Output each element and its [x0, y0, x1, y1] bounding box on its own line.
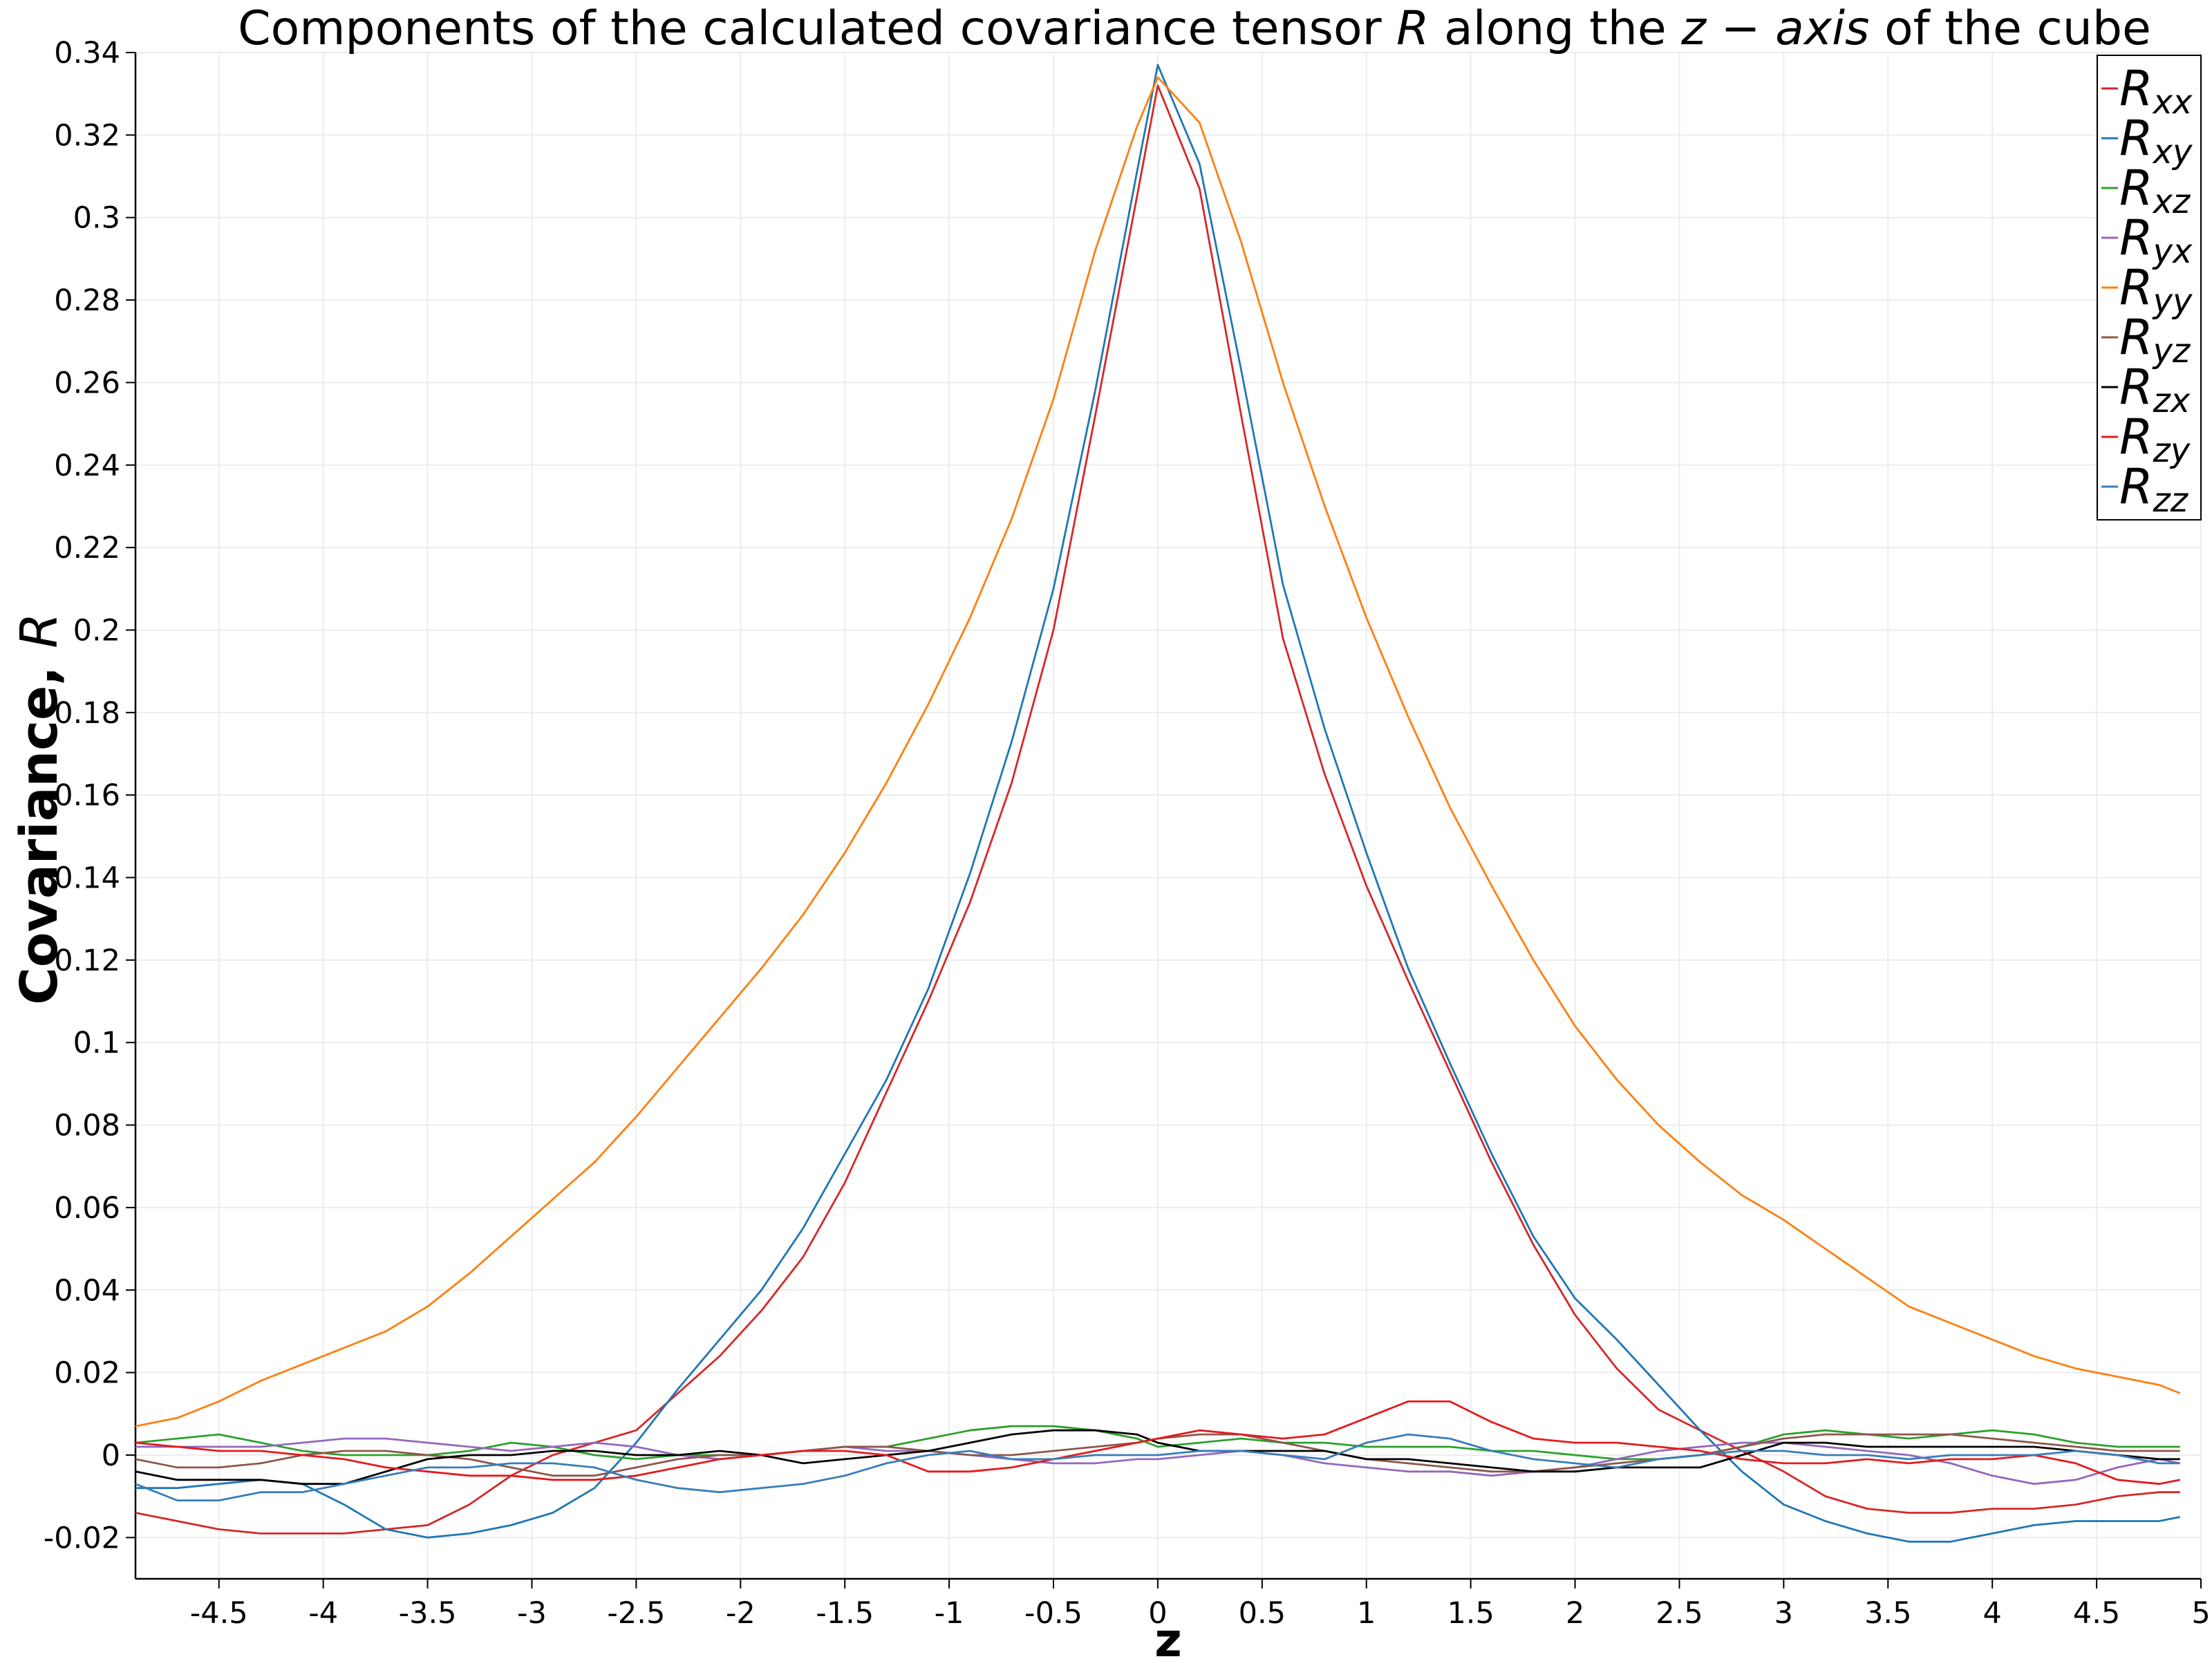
plot-area	[135, 64, 2181, 1543]
x-tick-label: 3	[1774, 1596, 1793, 1631]
legend-entry-subscript: zy	[2153, 431, 2191, 470]
x-tick-label: -3.5	[399, 1596, 457, 1631]
x-tick-label: -1.5	[816, 1596, 874, 1631]
legend-entry-Rzz: Rzz	[2119, 458, 2189, 520]
y-tick-label: 0.24	[54, 449, 120, 483]
x-tick-label: -4.5	[190, 1596, 248, 1631]
chart-title-symbol: R	[1396, 1, 1429, 56]
y-tick-label: 0.06	[54, 1191, 120, 1226]
series-line-Rzx	[135, 1429, 2180, 1485]
series-line-Rxy	[135, 64, 2181, 1543]
chart-title: Components of the calculated covariance …	[238, 1, 2151, 56]
chart-title-mid: along the	[1429, 1, 1681, 56]
y-tick-label: 0.28	[54, 283, 120, 318]
y-axis-label-text: Covariance,	[10, 648, 69, 1005]
y-tick-label: 0.32	[54, 118, 120, 153]
x-tick-label: 1.5	[1447, 1596, 1494, 1631]
x-tick-label: 3.5	[1864, 1596, 1911, 1631]
legend-entry-Ryz: Ryz	[2119, 309, 2191, 371]
series-line-Rxx	[135, 84, 2180, 1535]
x-tick-label: 4.5	[2073, 1596, 2120, 1631]
legend-entry-subscript: xx	[2152, 83, 2193, 122]
x-tick-label: -0.5	[1024, 1596, 1082, 1631]
x-tick-label: 2.5	[1656, 1596, 1703, 1631]
axes	[126, 52, 2202, 1588]
y-axis-label-symbol: R	[10, 612, 69, 648]
x-tick-label: -2.5	[607, 1596, 665, 1631]
series-line-Ryy	[135, 76, 2181, 1427]
y-tick-label: 0.26	[54, 366, 120, 400]
x-tick-label: -2	[726, 1596, 756, 1631]
x-tick-label: -3	[517, 1596, 547, 1631]
chart-title-end: of the cube	[1869, 1, 2150, 56]
legend-entry-subscript: yy	[2152, 282, 2193, 321]
y-tick-label: 0.02	[54, 1356, 120, 1391]
x-tick-label: 4	[1983, 1596, 2002, 1631]
y-tick-label: 0.2	[73, 613, 120, 648]
x-axis-label: z	[1154, 1613, 1182, 1659]
y-tick-label: 0.08	[54, 1109, 120, 1143]
legend-entry-subscript: yx	[2152, 232, 2193, 271]
legend-entry-Rxx: Rxx	[2119, 60, 2193, 122]
legend-entry-subscript: yz	[2152, 332, 2191, 371]
y-tick-label: 0.14	[54, 861, 120, 896]
legend-entry-Ryy: Ryy	[2119, 259, 2193, 321]
legend-entry-Rxz: Rxz	[2119, 160, 2191, 221]
x-tick-label: 1	[1357, 1596, 1376, 1631]
y-tick-label: 0.3	[73, 201, 120, 236]
y-tick-label: 0.22	[54, 531, 120, 565]
x-tick-label: -1	[935, 1596, 964, 1631]
legend-entry-Rzy: Rzy	[2119, 409, 2191, 470]
series-line-Rzz	[135, 1433, 2180, 1502]
y-tick-label: 0.16	[54, 778, 120, 813]
legend-entry-subscript: xy	[2152, 133, 2193, 171]
x-tick-label: 0.5	[1239, 1596, 1286, 1631]
legend-entry-subscript: zx	[2153, 382, 2191, 420]
x-tick-label: 2	[1566, 1596, 1584, 1631]
legend-entry-Ryx: Ryx	[2119, 209, 2193, 271]
x-tick-label: -4	[308, 1596, 338, 1631]
y-axis-label: Covariance, R	[10, 612, 69, 1004]
y-tick-label: 0.34	[54, 36, 120, 71]
legend-entry-Rzx: Rzx	[2119, 359, 2191, 420]
y-tick-label: 0	[102, 1438, 120, 1473]
x-tick-label: 5	[2191, 1596, 2210, 1631]
chart-title-text: Components of the calculated covariance …	[238, 1, 1381, 56]
grid-lines	[135, 52, 2202, 1579]
series-line-Ryx	[135, 1437, 2181, 1485]
legend-entry-subscript: xz	[2152, 182, 2191, 221]
legend-entry-Rxy: Rxy	[2119, 110, 2193, 171]
tick-labels: -4.5 -4 -3.5 -3 -2.5 -2 -1.5 -1 -0.5 0 0.5 1 1.5 2 2.5…	[44, 36, 2211, 1631]
y-tick-label: 0.04	[54, 1273, 120, 1308]
y-tick-label: -0.02	[44, 1521, 120, 1555]
series-line-Rzy	[135, 1400, 2181, 1485]
y-tick-label: 0.18	[54, 696, 120, 731]
x-tick-label: 0	[1148, 1596, 1167, 1631]
legend-entry-subscript: zz	[2153, 481, 2189, 520]
y-tick-label: 0.12	[54, 944, 120, 978]
chart-title-axis: z − axis	[1680, 1, 1869, 56]
y-tick-label: 0.1	[73, 1026, 120, 1060]
